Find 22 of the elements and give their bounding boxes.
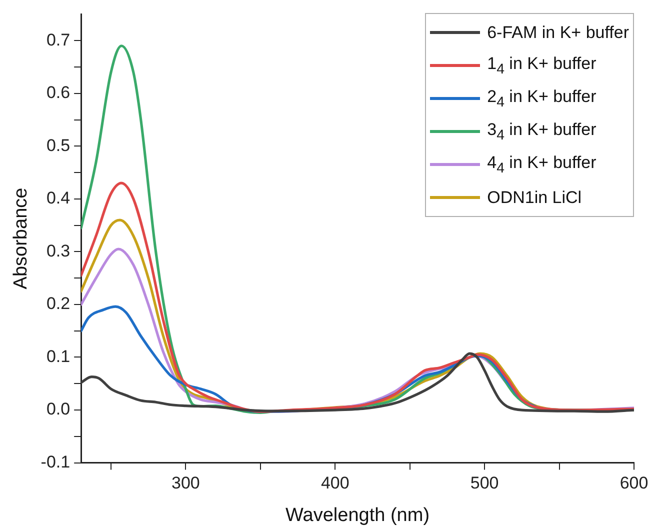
y-tick-label: -0.1: [40, 452, 70, 472]
legend-label: 1$_{4}$ in K+ buffer: [487, 54, 596, 78]
y-tick-label: 0.5: [46, 136, 70, 155]
y-tick-label: 0.0: [46, 400, 70, 419]
legend-label: 3$_{4}$ in K+ buffer: [487, 120, 596, 144]
y-tick-label: 0.6: [46, 83, 70, 102]
y-axis-title: Absorbance: [10, 188, 32, 290]
legend-label: 6-FAM in K+ buffer: [487, 22, 629, 42]
y-tick-label: 0.4: [46, 188, 70, 208]
legend-label: ODN1in LiCl: [487, 188, 582, 208]
x-tick-label: 600: [620, 474, 648, 493]
x-tick-label: 400: [320, 474, 350, 493]
x-tick-label: 300: [172, 474, 200, 493]
y-tick-label: 0.7: [46, 30, 70, 50]
legend-label: 4$_{4}$ in K+ buffer: [487, 152, 596, 176]
y-tick-label: 0.1: [46, 346, 70, 366]
y-tick-label: 0.3: [46, 241, 70, 260]
legend-label: 2$_{4}$ in K+ buffer: [487, 86, 596, 110]
line-series: [81, 352, 634, 413]
y-tick-label: 0.2: [46, 294, 70, 314]
x-tick-label: 500: [470, 474, 499, 493]
x-axis-title: Wavelength (nm): [286, 504, 430, 526]
